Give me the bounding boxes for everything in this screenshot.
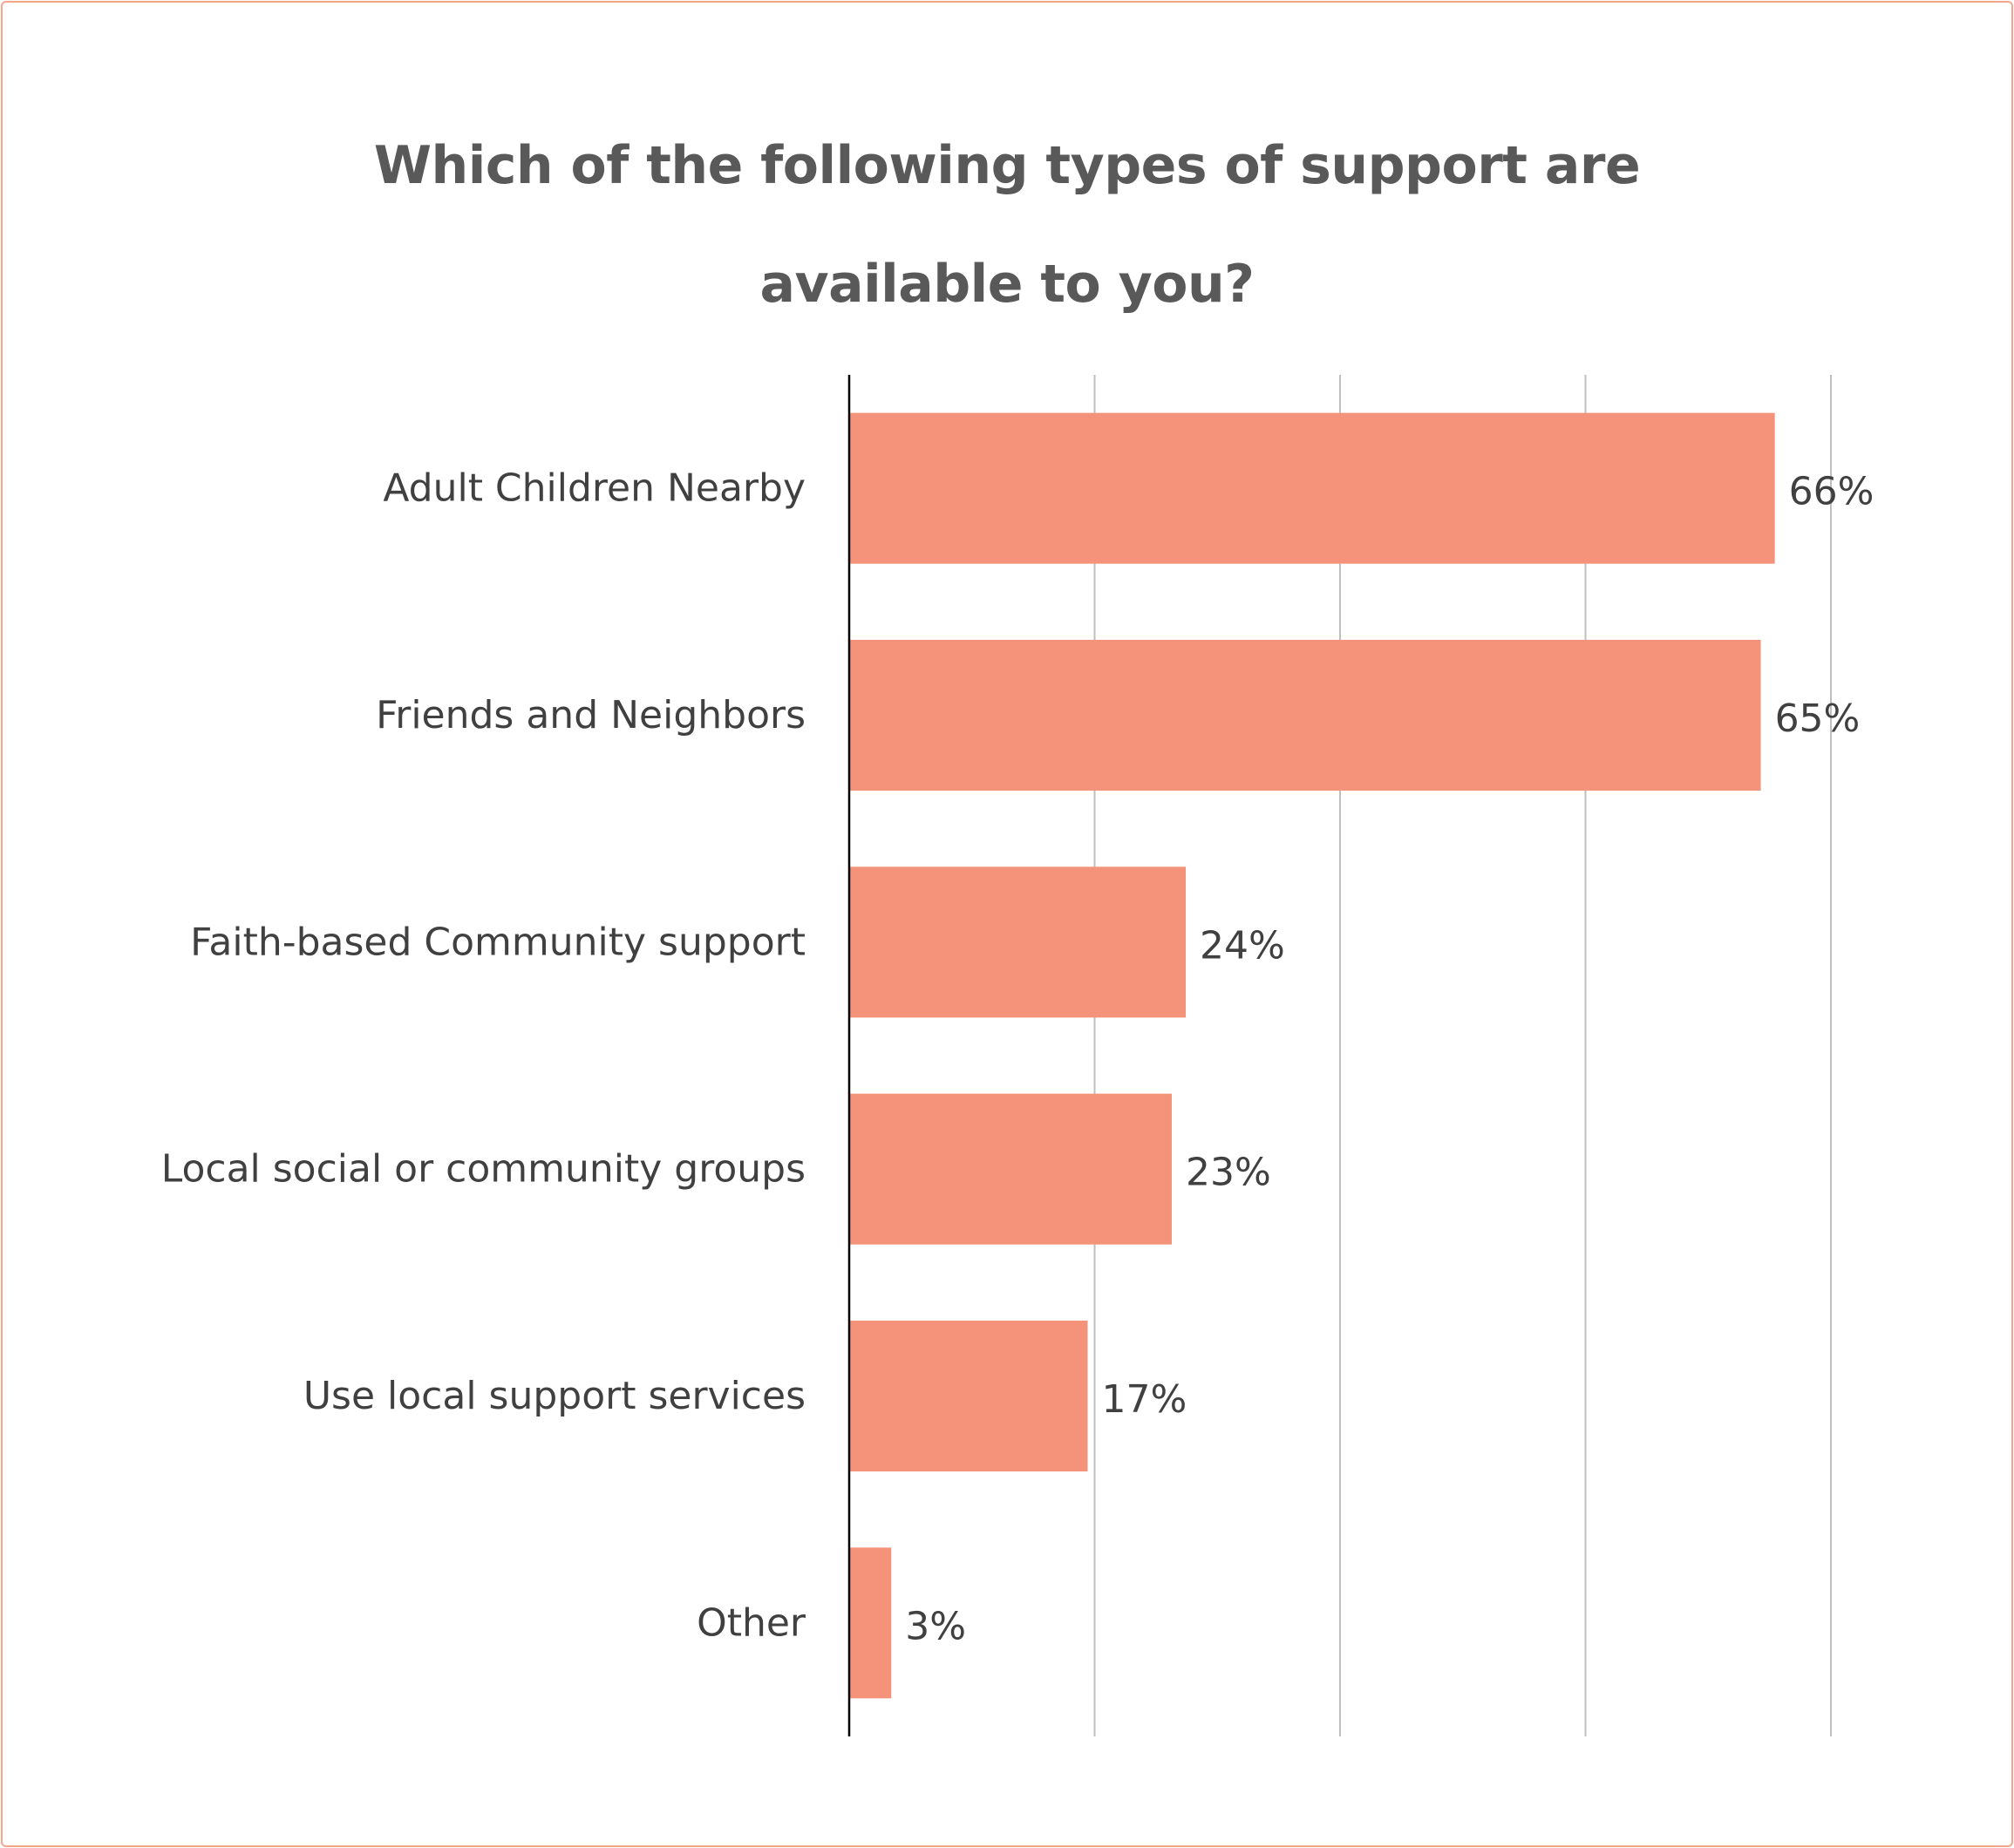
value-label-2: 65% — [1775, 696, 1861, 741]
value-label-4: 23% — [1186, 1151, 1271, 1195]
category-label-1: Adult Children Nearby — [383, 466, 806, 511]
chart-title-line-2: available to you? — [759, 254, 1255, 315]
chart-title-line-1: Which of the following types of support … — [373, 135, 1641, 196]
category-label-2: Friends and Neighbors — [376, 693, 806, 737]
category-label-6: Other — [697, 1600, 806, 1645]
bar-2 — [849, 640, 1761, 791]
bar-3 — [849, 866, 1187, 1018]
gridlines — [1093, 375, 1832, 1736]
bar-5 — [849, 1321, 1088, 1471]
value-label-6: 3% — [905, 1604, 966, 1648]
bars — [849, 412, 1775, 1699]
category-label-5: Use local support services — [303, 1374, 806, 1418]
value-label-3: 24% — [1200, 923, 1285, 968]
value-label-1: 66% — [1789, 470, 1875, 514]
category-label-3: Faith-based Community support — [190, 920, 806, 964]
category-label-4: Local social or community groups — [161, 1147, 806, 1192]
chart-title: Which of the following types of support … — [0, 106, 2014, 343]
value-labels: 66% 65% 24% 23% 17% 3% — [905, 470, 1874, 1649]
category-labels: Adult Children Nearby Friends and Neighbo… — [161, 466, 806, 1646]
bar-6 — [849, 1547, 892, 1699]
bar-1 — [849, 412, 1775, 564]
value-label-5: 17% — [1101, 1377, 1187, 1422]
bar-4 — [849, 1093, 1172, 1245]
